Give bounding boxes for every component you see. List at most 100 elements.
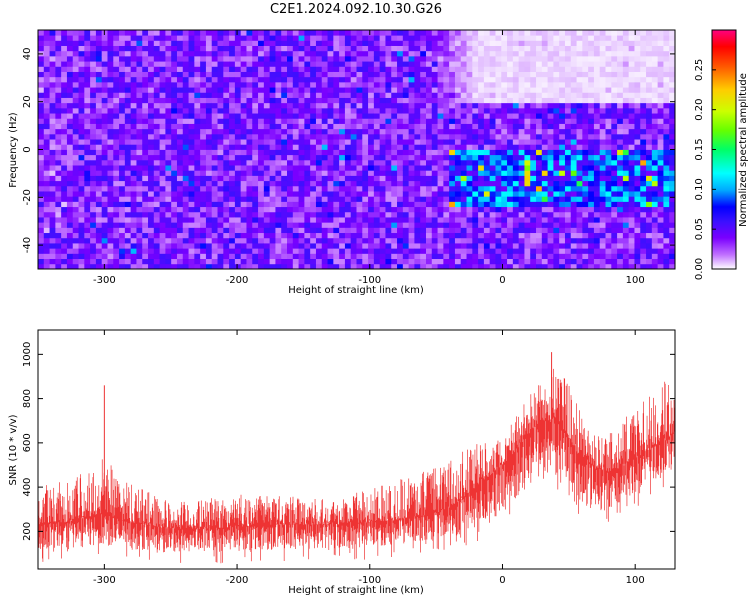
heatmap-cell <box>55 133 62 140</box>
heatmap-cell <box>194 248 201 254</box>
heatmap-cell <box>379 227 386 234</box>
heatmap-cell <box>176 258 184 265</box>
heatmap-cell <box>136 92 143 98</box>
heatmap-cell <box>356 40 363 46</box>
heatmap-cell <box>182 206 189 213</box>
heatmap-cell <box>564 248 572 254</box>
heatmap-cell <box>252 128 259 135</box>
heatmap-cell <box>258 253 265 260</box>
heatmap-cell <box>483 139 491 145</box>
heatmap-cell <box>530 92 537 98</box>
heatmap-cell <box>339 71 346 78</box>
heatmap-cell <box>605 159 612 166</box>
heatmap-cell <box>165 170 172 176</box>
heatmap-cell <box>148 196 155 202</box>
heatmap-cell <box>454 217 462 223</box>
heatmap-cell <box>176 206 184 213</box>
heatmap-cell <box>634 81 641 88</box>
heatmap-cell <box>310 128 317 135</box>
heatmap-cell <box>449 180 456 187</box>
heatmap-cell <box>333 102 340 109</box>
heatmap-cell <box>536 201 543 208</box>
heatmap-cell <box>176 222 184 228</box>
heatmap-cell <box>153 175 161 182</box>
heatmap-cell <box>246 40 253 46</box>
heatmap-cell <box>617 61 624 67</box>
heatmap-cell <box>640 222 647 228</box>
heatmap-cell <box>119 232 126 239</box>
heatmap-cell <box>385 196 392 202</box>
heatmap-cell <box>478 211 485 218</box>
heatmap-cell <box>66 50 74 57</box>
heatmap-cell <box>588 40 595 46</box>
heatmap-cell <box>414 128 421 135</box>
heatmap-cell <box>124 154 132 161</box>
heatmap-cell <box>136 191 143 197</box>
heatmap-cell <box>449 227 456 234</box>
heatmap-cell <box>368 118 375 124</box>
heatmap-cell <box>356 76 363 83</box>
heatmap-cell <box>622 102 630 109</box>
heatmap-cell <box>564 149 572 156</box>
heatmap-cell <box>38 113 45 119</box>
heatmap-cell <box>524 263 531 269</box>
heatmap-cell <box>507 185 514 192</box>
heatmap-cell <box>536 149 543 156</box>
heatmap-cell <box>657 237 664 244</box>
heatmap-cell <box>263 55 271 62</box>
heatmap-cell <box>368 144 375 150</box>
heatmap-cell <box>356 87 363 93</box>
heatmap-cell <box>229 35 236 41</box>
heatmap-cell <box>512 50 520 57</box>
heatmap-cell <box>258 211 265 218</box>
heatmap-cell <box>49 206 56 213</box>
heatmap-cell <box>188 61 195 67</box>
heatmap-cell <box>66 263 74 269</box>
heatmap-cell <box>287 30 294 36</box>
heatmap-cell <box>414 180 421 187</box>
heatmap-cell <box>588 154 595 161</box>
heatmap-cell <box>437 211 444 218</box>
heatmap-cell <box>84 191 91 197</box>
heatmap-cell <box>240 128 247 135</box>
heatmap-cell <box>292 253 299 260</box>
heatmap-cell <box>101 92 108 98</box>
heatmap-cell <box>472 232 479 239</box>
heatmap-cell <box>315 123 323 130</box>
heatmap-cell <box>617 133 624 140</box>
heatmap-cell <box>617 222 624 228</box>
heatmap-cell <box>431 258 438 265</box>
heatmap-cell <box>425 61 433 67</box>
heatmap-cell <box>159 55 166 62</box>
heatmap-cell <box>541 45 548 52</box>
heatmap-cell <box>391 258 398 265</box>
heatmap-cell <box>269 118 276 124</box>
heatmap-cell <box>634 97 641 104</box>
heatmap-cell <box>344 35 352 41</box>
heatmap-cell <box>119 222 126 228</box>
heatmap-cell <box>530 139 537 145</box>
heatmap-cell <box>287 92 294 98</box>
heatmap-cell <box>95 185 103 192</box>
heatmap-cell <box>211 113 218 119</box>
heatmap-cell <box>443 217 450 223</box>
heatmap-cell <box>541 243 548 249</box>
heatmap-cell <box>559 61 566 67</box>
heatmap-cell <box>472 159 479 166</box>
heatmap-cell <box>310 185 317 192</box>
heatmap-cell <box>553 232 560 239</box>
heatmap-cell <box>275 87 282 93</box>
heatmap-cell <box>113 211 120 218</box>
heatmap-cell <box>304 206 311 213</box>
heatmap-cell <box>275 191 282 197</box>
heatmap-cell <box>148 40 155 46</box>
heatmap-cell <box>420 159 427 166</box>
heatmap-cell <box>547 248 554 254</box>
heatmap-cell <box>507 107 514 114</box>
heatmap-cell <box>402 30 410 36</box>
heatmap-cell <box>211 185 218 192</box>
heatmap-cell <box>443 30 450 36</box>
heatmap-cell <box>159 263 166 269</box>
heatmap-cell <box>518 201 525 208</box>
heatmap-cell <box>524 30 531 36</box>
